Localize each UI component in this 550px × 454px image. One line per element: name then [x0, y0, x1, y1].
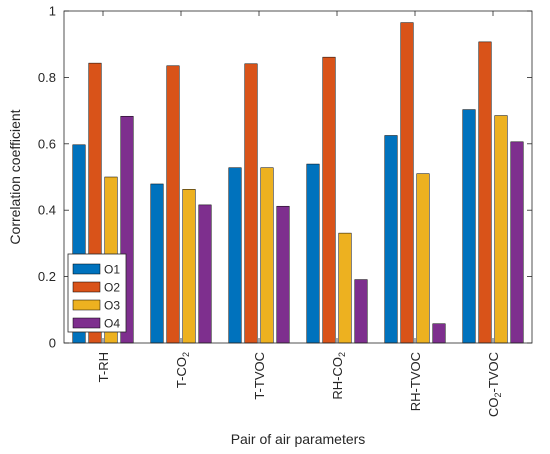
- x-tick-label: T-TVOC: [252, 352, 267, 400]
- bar-o4-3: [354, 279, 368, 344]
- bar-o1-4: [384, 135, 398, 344]
- plot-frame: [63, 10, 533, 344]
- y-tick-label: 0.6: [38, 136, 56, 151]
- x-tick-label: CO2-TVOC: [486, 352, 503, 417]
- bar-o1-1: [150, 183, 164, 344]
- legend-swatch-o2: [72, 281, 101, 293]
- legend-label-o2: O2: [104, 281, 120, 295]
- y-axis-label: Correlation coefficient: [7, 109, 23, 244]
- bar-o3-3: [338, 232, 352, 344]
- bar-o2-2: [244, 63, 258, 344]
- x-tick-label: RH-TVOC: [408, 352, 423, 411]
- y-tick-label: 0.4: [38, 203, 56, 218]
- legend-label-o4: O4: [104, 317, 120, 331]
- y-tick-label: 0.2: [38, 269, 56, 284]
- bar-o3-1: [182, 189, 196, 344]
- bar-o4-4: [432, 323, 446, 344]
- bar-o1-5: [462, 109, 476, 344]
- legend-label-o3: O3: [104, 299, 120, 313]
- x-tick-label: RH-CO2: [330, 352, 347, 400]
- bar-o4-5: [510, 141, 524, 344]
- bar-o1-2: [228, 167, 242, 344]
- bar-o2-3: [322, 56, 336, 344]
- legend: O1 O2 O3 O4: [67, 253, 127, 333]
- legend-swatch-o4: [72, 317, 101, 329]
- y-tick-label: 0: [49, 336, 56, 351]
- x-axis-label: Pair of air parameters: [231, 431, 366, 447]
- x-tick-label: T-CO2: [174, 352, 191, 388]
- bar-o3-2: [260, 167, 274, 344]
- y-tick-label: 0.8: [38, 70, 56, 85]
- bar-o3-5: [494, 115, 508, 344]
- bar-o2-4: [400, 22, 414, 344]
- axes-group: 0 0.2 0.4 0.6 0.8 1 T-RH T-CO2 T-TVOC RH-CO2 RH-TV…: [38, 4, 533, 417]
- legend-swatch-o3: [72, 299, 101, 311]
- bar-o2-5: [478, 41, 492, 344]
- bar-o2-1: [166, 65, 180, 344]
- y-tick-label: 1: [49, 4, 56, 19]
- x-tick-label: T-RH: [96, 352, 111, 382]
- bar-o4-2: [276, 205, 290, 344]
- legend-label-o1: O1: [104, 263, 120, 277]
- bar-o3-4: [416, 173, 430, 344]
- bar-o4-1: [198, 204, 212, 344]
- bars-group: [72, 22, 524, 344]
- bar-o1-3: [306, 163, 320, 344]
- legend-swatch-o1: [72, 263, 101, 275]
